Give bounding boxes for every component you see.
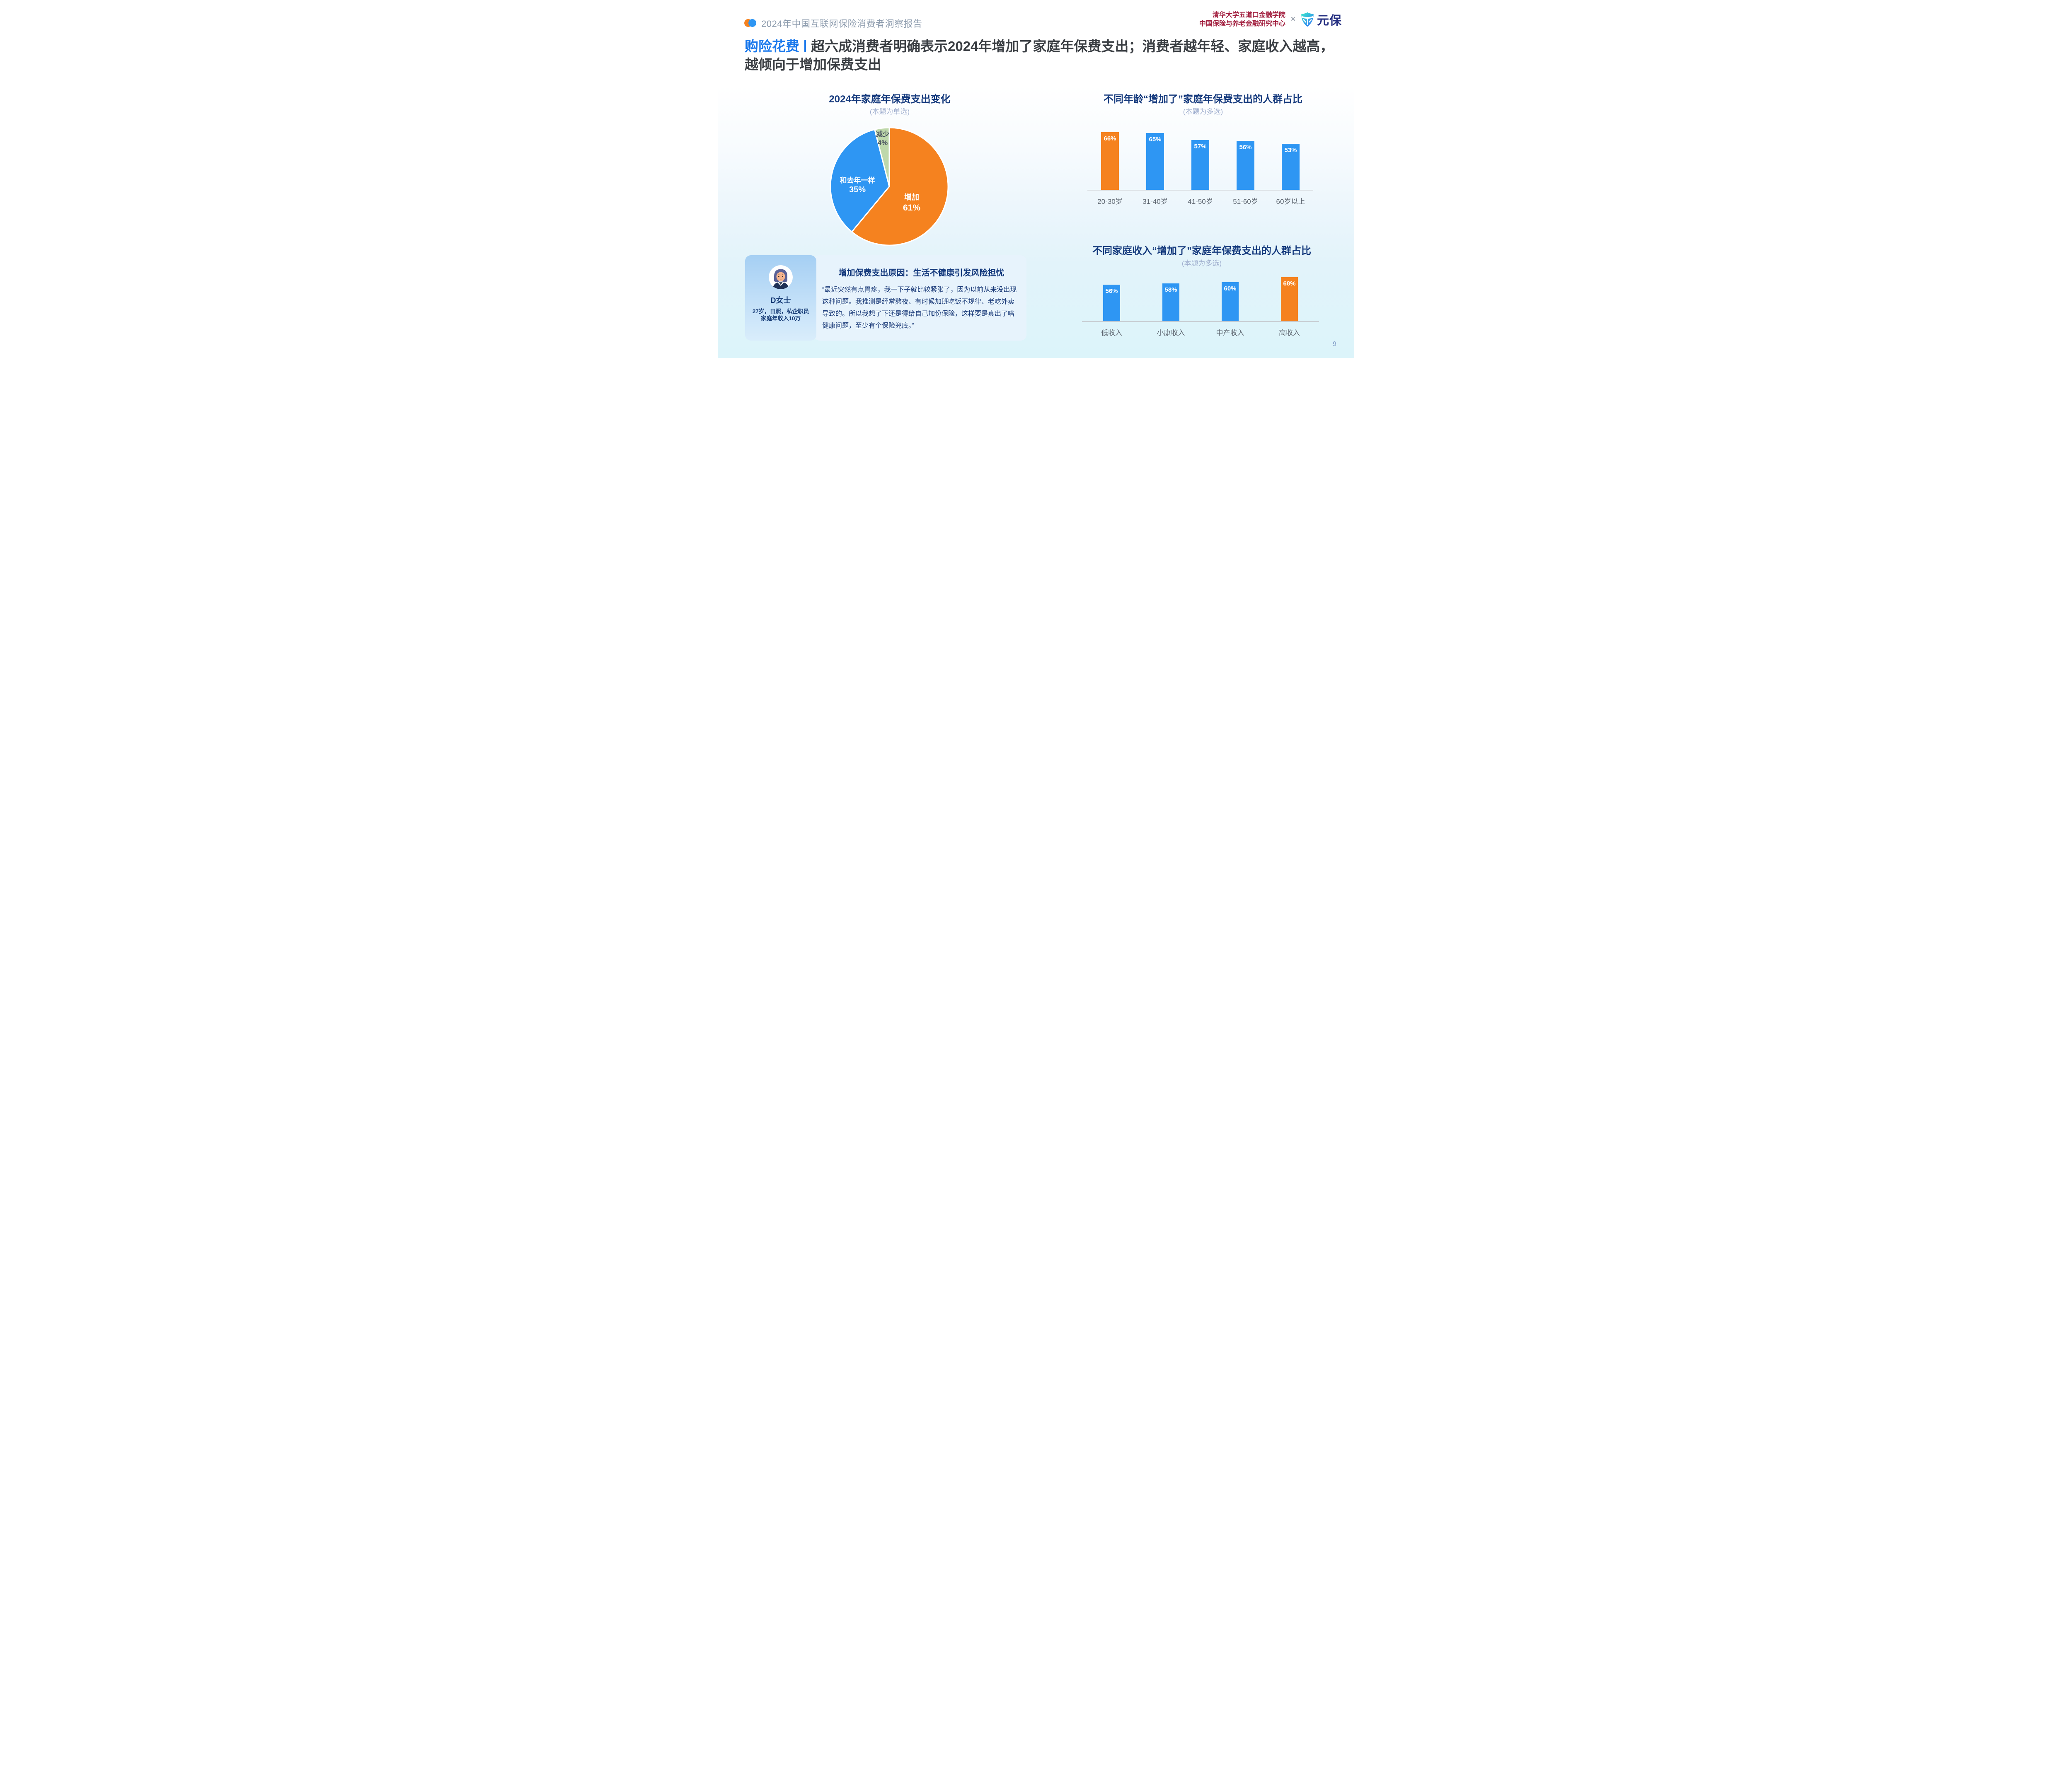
premium-change-pie-chart: 增加 61% 和去年一样 35% 减少 4% [829,126,950,247]
title-line2: 越倾向于增加保费支出 [745,57,881,72]
bar-category-label: 高收入 [1279,329,1300,337]
bar-category-label: 60岁以上 [1276,198,1305,206]
pie-slice-减少 [874,127,890,187]
income-chart-axis [1082,321,1319,322]
bar-item: 56% [1082,271,1141,321]
age-bars: 66% 65% 57% 56% 53% [1087,123,1313,190]
header-right: 清华大学五道口金融学院 中国保险与养老金融研究中心 × 元保 [1199,11,1342,28]
org-line-2: 中国保险与养老金融研究中心 [1199,20,1285,27]
bar-category-label: 低收入 [1101,329,1122,337]
bar-item: 60% [1201,271,1260,321]
two-overlapping-dots-icon [744,19,757,27]
title-line1: 超六成消费者明确表示2024年增加了家庭年保费支出；消费者越年轻、家庭收入越高， [811,39,1334,54]
pie-label-same-as-last-year: 和去年一样 35% [840,177,875,194]
age-chart-axis [1087,190,1313,191]
profile-name: D女士 [770,296,791,305]
bar-value-label: 60% [1224,285,1237,292]
bar-60岁以上: 53% [1282,144,1300,190]
age-bar-chart: 66% 65% 57% 56% 53% 20-30岁 31-40岁 41-50岁 51-60岁… [1087,123,1313,206]
bar-value-label: 58% [1164,286,1177,293]
bar-item: 65% [1133,123,1178,190]
pie-label-increase: 增加 61% [903,193,921,213]
bar-中产收入: 60% [1222,282,1239,321]
cross-separator: × [1290,15,1295,24]
bar-51-60岁: 56% [1237,141,1254,190]
avatar [769,265,793,289]
pie-slice-和去年一样 [830,128,890,232]
pie-label-decrease: 减少 4% [876,131,890,147]
brand-name: 元保 [1317,14,1342,27]
profile-details: 27岁，日照，私企职员 家庭年收入10万 [745,308,816,322]
bar-value-label: 68% [1283,280,1296,287]
income-chart-categories: 低收入 小康收入 中产收入 高收入 [1082,327,1319,337]
profile-detail-line2: 家庭年收入10万 [760,315,801,322]
page-number: 9 [1333,341,1336,348]
bar-item: 57% [1178,123,1223,190]
title-tag: 购险花费 [745,39,799,54]
page-title: 购险花费 超六成消费者明确表示2024年增加了家庭年保费支出；消费者越年轻、家庭收… [745,37,1337,74]
bar-31-40岁: 65% [1146,133,1164,190]
bar-value-label: 53% [1284,147,1297,154]
bar-category-label: 51-60岁 [1233,198,1258,206]
report-title: 2024年中国互联网保险消费者洞察报告 [761,19,922,29]
bar-item: 58% [1141,271,1201,321]
bar-value-label: 56% [1105,288,1118,295]
pie-slice-增加 [851,127,949,246]
bar-category-label: 小康收入 [1157,329,1185,337]
bar-41-50岁: 57% [1191,140,1209,190]
bar-category-label: 20-30岁 [1097,198,1123,206]
title-divider [804,40,806,52]
quote-title: 增加保费支出原因：生活不健康引发风险担忧 [838,268,1005,278]
bar-value-label: 56% [1239,144,1252,151]
bar-item: 56% [1223,123,1268,190]
bar-category-label: 中产收入 [1216,329,1244,337]
bar-category-label: 31-40岁 [1143,198,1168,206]
bar-item: 53% [1268,123,1313,190]
income-bars: 56% 58% 60% 68% [1082,271,1319,321]
pie-chart-title: 2024年家庭年保费支出变化 [829,94,951,105]
pie-chart-subtitle: (本题为单选) [869,108,910,116]
consumer-profile-card: D女士 27岁，日照，私企职员 家庭年收入10万 [745,255,816,341]
shield-icon [1301,12,1314,27]
bar-value-label: 65% [1149,136,1162,143]
blue-dot-icon [748,19,756,27]
age-chart-title: 不同年龄“增加了”家庭年保费支出的人群占比 [1104,94,1302,105]
bar-小康收入: 58% [1162,283,1179,321]
bar-低收入: 56% [1103,285,1120,321]
org-line-1: 清华大学五道口金融学院 [1212,12,1285,19]
header-left: 2024年中国互联网保险消费者洞察报告 [744,17,922,30]
bar-20-30岁: 66% [1101,132,1119,190]
brand-logo: 元保 [1301,11,1342,28]
bar-category-label: 41-50岁 [1188,198,1213,206]
quote-card: 增加保费支出原因：生活不健康引发风险担忧 “最近突然有点胃疼，我一下子就比较紧张… [814,255,1026,341]
income-bar-chart: 56% 58% 60% 68% 低收入 小康收入 中产收入 高收入 [1082,271,1319,337]
bar-value-label: 57% [1194,143,1207,150]
woman-avatar-icon [769,265,793,289]
income-chart-title: 不同家庭收入“增加了”家庭年保费支出的人群占比 [1092,245,1311,256]
report-slide: 2024年中国互联网保险消费者洞察报告 清华大学五道口金融学院 中国保险与养老金… [718,0,1354,358]
age-chart-categories: 20-30岁 31-40岁 41-50岁 51-60岁 60岁以上 [1087,196,1313,206]
income-chart-subtitle: (本题为多选) [1181,259,1222,267]
age-chart-subtitle: (本题为多选) [1183,108,1223,116]
quote-body: “最近突然有点胃疼，我一下子就比较紧张了，因为以前从来没出现这种问题。我推测是经… [822,286,1017,329]
organization-names: 清华大学五道口金融学院 中国保险与养老金融研究中心 [1199,11,1285,28]
bar-item: 68% [1260,271,1319,321]
profile-detail-line1: 27岁，日照，私企职员 [752,308,809,314]
bar-高收入: 68% [1281,277,1298,321]
bar-item: 66% [1087,123,1133,190]
bar-value-label: 66% [1104,135,1116,142]
